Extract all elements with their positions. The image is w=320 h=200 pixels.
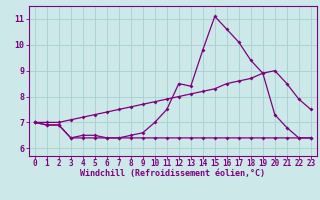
X-axis label: Windchill (Refroidissement éolien,°C): Windchill (Refroidissement éolien,°C) (80, 169, 265, 178)
